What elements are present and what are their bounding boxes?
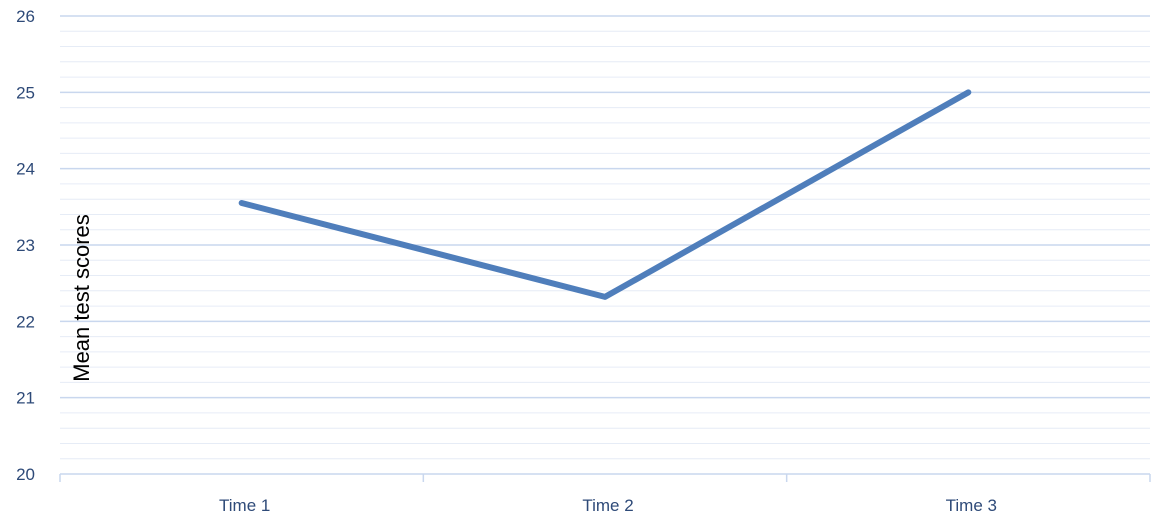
x-tick-label: Time 1	[219, 496, 270, 515]
y-axis-tick-labels: 20 21 22 23 24 25 26	[16, 7, 35, 484]
y-tick-label: 22	[16, 312, 35, 331]
y-tick-label: 26	[16, 7, 35, 26]
x-tick-label: Time 3	[946, 496, 997, 515]
x-axis-tick-labels: Time 1 Time 2 Time 3	[219, 496, 997, 515]
y-tick-label: 21	[16, 389, 35, 408]
major-gridlines	[60, 15, 1150, 399]
y-tick-label: 25	[16, 83, 35, 102]
y-tick-label: 23	[16, 236, 35, 255]
y-axis-title: Mean test scores	[69, 214, 94, 382]
x-axis	[59, 473, 1151, 482]
y-tick-label: 20	[16, 465, 35, 484]
series-line	[238, 89, 972, 300]
y-tick-label: 24	[16, 160, 35, 179]
minor-gridlines	[60, 30, 1150, 460]
x-tick-label: Time 2	[582, 496, 633, 515]
series-layer	[238, 89, 972, 300]
